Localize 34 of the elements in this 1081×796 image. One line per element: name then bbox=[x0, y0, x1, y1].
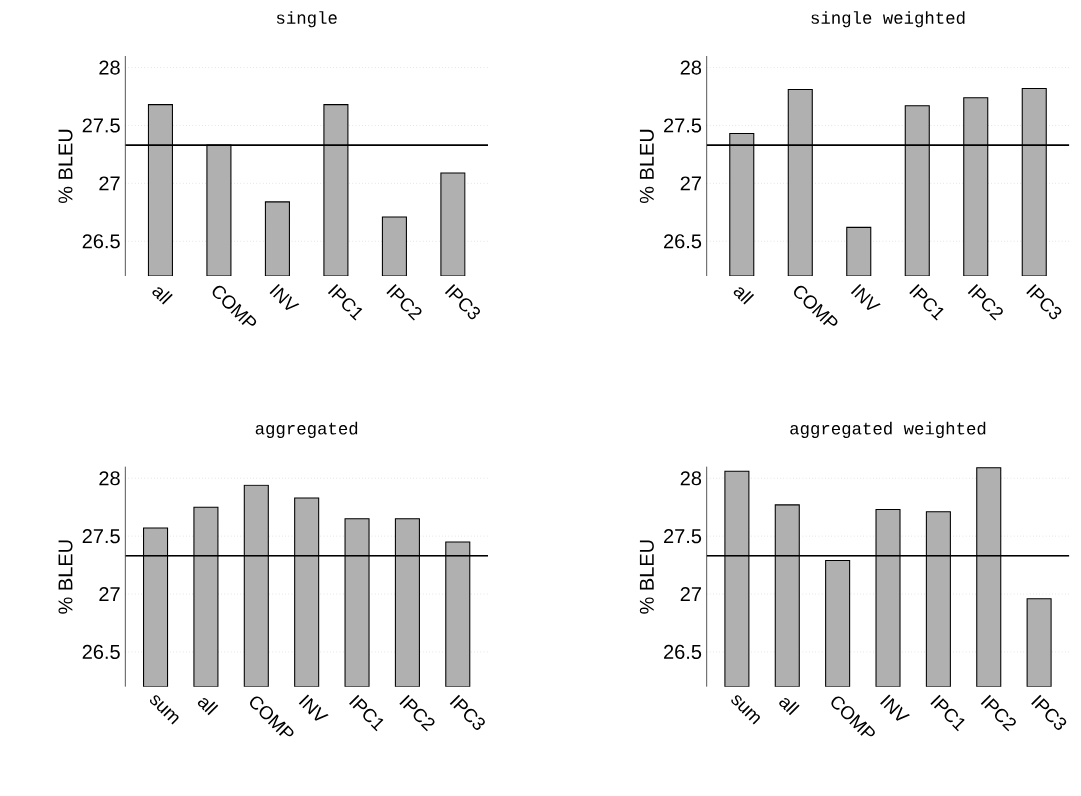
y-tick-label: 28 bbox=[680, 60, 702, 75]
y-tick-label: 27.5 bbox=[664, 118, 702, 133]
y-tick-label: 27 bbox=[99, 587, 120, 602]
x-tick-label: INV bbox=[880, 694, 910, 721]
y-tick-label: 27 bbox=[680, 587, 701, 602]
x-tick-label: INV bbox=[269, 283, 300, 310]
chart-title: single bbox=[276, 11, 337, 28]
y-axis-title: % BLEU bbox=[58, 540, 73, 614]
chart-title: single weighted bbox=[811, 11, 965, 28]
x-tick-label: all bbox=[197, 697, 219, 716]
y-tick-label: 28 bbox=[99, 60, 120, 75]
y-tick-label: 27.5 bbox=[664, 529, 702, 544]
x-tick-label: all bbox=[779, 697, 800, 716]
y-tick-label: 27.5 bbox=[82, 529, 120, 544]
y-tick-label: 27.5 bbox=[82, 118, 120, 133]
y-tick-label: 26.5 bbox=[82, 234, 120, 249]
y-tick-label: 27 bbox=[680, 176, 701, 191]
y-axis-title: % BLEU bbox=[58, 129, 73, 204]
x-tick-label: INV bbox=[850, 283, 881, 310]
y-tick-label: 27 bbox=[99, 176, 120, 191]
x-tick-label: all bbox=[733, 287, 755, 305]
y-tick-label: 28 bbox=[680, 471, 702, 486]
y-tick-label: 26.5 bbox=[664, 234, 702, 249]
x-tick-label: all bbox=[152, 287, 173, 305]
chart-title: aggregated bbox=[255, 421, 358, 438]
chart-title: aggregated weighted bbox=[790, 421, 986, 438]
x-tick-label: INV bbox=[298, 694, 329, 721]
x-tick-label: sum bbox=[731, 695, 760, 725]
y-tick-label: 26.5 bbox=[664, 644, 702, 659]
x-tick-label: sum bbox=[149, 695, 179, 725]
y-axis-title: % BLEU bbox=[639, 129, 654, 204]
y-axis-title: % BLEU bbox=[639, 540, 654, 614]
y-tick-label: 28 bbox=[99, 471, 120, 486]
y-tick-label: 26.5 bbox=[82, 644, 120, 659]
